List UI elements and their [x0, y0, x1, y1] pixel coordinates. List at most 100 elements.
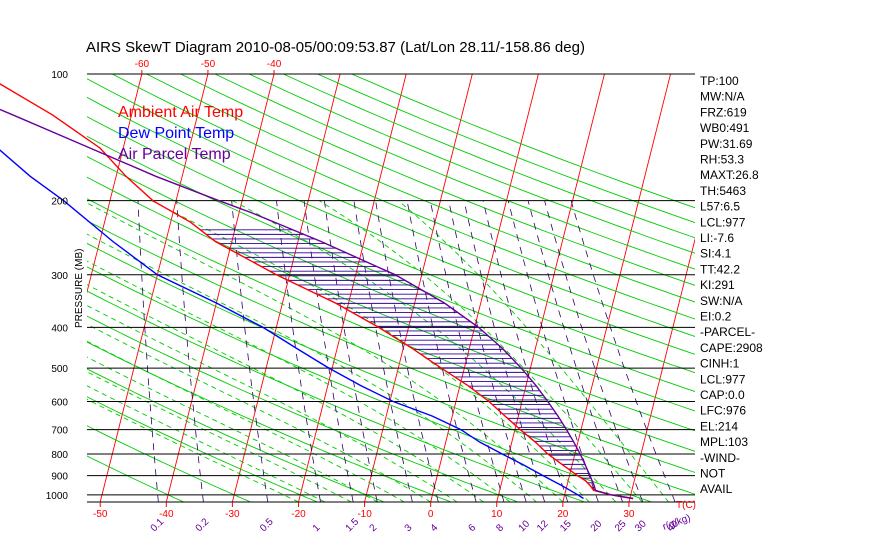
moist-adiabat-line	[87, 260, 511, 502]
pressure-tick-label: 400	[51, 323, 68, 334]
mixing-ratio-label: 0.5	[258, 516, 276, 534]
dry-adiabat-line	[87, 266, 652, 502]
mixing-ratio-label: 30	[633, 518, 649, 534]
mixing-ratio-line	[429, 200, 505, 502]
mixing-ratio-label: 1	[311, 522, 323, 534]
index-value: LCL:977	[700, 215, 746, 229]
dry-adiabat-line	[87, 290, 585, 502]
index-value: KI:291	[700, 278, 735, 292]
index-value: TP:100	[700, 74, 739, 88]
bottom-tick-label: 0	[428, 509, 434, 520]
mixing-ratio-label: 6	[467, 522, 479, 534]
isotherm-line	[165, 74, 275, 502]
moist-adiabat-line	[398, 200, 669, 502]
dry-adiabat-line	[87, 78, 695, 337]
moist-adiabat-line	[87, 233, 537, 502]
dry-adiabat-line	[87, 455, 184, 502]
x-axis-label: T(C)	[676, 500, 696, 511]
index-value: LFC:976	[700, 404, 746, 418]
top-tick-label: -50	[201, 59, 216, 70]
mixing-ratio-line	[527, 200, 623, 502]
pressure-tick-label: 600	[51, 397, 68, 408]
bottom-tick-label: -20	[291, 509, 306, 520]
moist-adiabat-line	[87, 284, 484, 502]
isotherm-line	[298, 74, 407, 502]
bottom-tick-label: 30	[623, 509, 635, 520]
pressure-tick-label: 900	[51, 472, 68, 483]
index-value: -WIND-	[700, 451, 740, 465]
mixing-ratio-label: 0.2	[194, 516, 212, 534]
moist-adiabat-line	[319, 200, 643, 502]
isotherm-line	[496, 74, 605, 502]
dry-adiabat-line	[87, 242, 695, 495]
bottom-tick-label: -30	[225, 509, 240, 520]
dry-adiabat-line	[87, 156, 695, 412]
index-value: LCL:977	[700, 372, 746, 386]
index-value: LI:-7.6	[700, 231, 734, 245]
series-line-1	[0, 149, 584, 500]
cape-area	[200, 229, 595, 488]
isotherm-line	[99, 74, 209, 502]
y-axis-label: PRESSURE (MB)	[74, 249, 85, 328]
legend-entry-0: Ambient Air Temp	[118, 104, 243, 121]
chart-title: AIRS SkewT Diagram 2010-08-05/00:09:53.8…	[86, 39, 585, 56]
series-line-0	[0, 83, 634, 500]
dry-adiabat-line	[87, 396, 318, 502]
mixing-ratio-line	[303, 200, 354, 502]
dry-adiabat-line	[87, 425, 251, 502]
isotherm-line	[0, 74, 76, 502]
isotherm-line	[231, 74, 341, 502]
index-value: EI:0.2	[700, 310, 732, 324]
dry-adiabat-line	[112, 74, 695, 320]
mixing-ratio-label: 12	[535, 518, 551, 534]
dry-adiabat-line	[87, 176, 695, 432]
moist-adiabat-line	[87, 398, 299, 502]
index-value: RH:53.3	[700, 153, 744, 167]
dry-adiabat-line	[87, 368, 385, 502]
dry-adiabat-line	[87, 220, 695, 473]
dry-adiabat-line	[87, 96, 695, 355]
bottom-tick-label: 20	[557, 509, 569, 520]
index-value: MPL:103	[700, 435, 748, 449]
dry-adiabat-line	[87, 315, 518, 502]
series-lines	[0, 83, 634, 500]
dry-adiabat-line	[87, 341, 452, 502]
mixing-ratio-label: 10	[517, 518, 533, 534]
mixing-ratio-label: 15	[558, 518, 574, 534]
mixing-ratio-label: 2	[368, 522, 380, 534]
index-value: TT:42.2	[700, 262, 740, 276]
index-value: PW:31.69	[700, 137, 753, 151]
legend-entry-1: Dew Point Temp	[118, 125, 234, 142]
index-value: EL:214	[700, 419, 738, 433]
index-value: WB0:491	[700, 121, 750, 135]
bottom-tick-label: -50	[93, 509, 108, 520]
dry-adiabat-line	[87, 198, 695, 452]
index-value: FRZ:619	[700, 105, 747, 119]
legend-entry-2: Air Parcel Temp	[118, 146, 231, 163]
series-line-2	[0, 108, 634, 500]
index-value: SW:N/A	[700, 294, 742, 308]
pressure-tick-label: 1000	[46, 491, 69, 502]
index-value: MW:N/A	[700, 90, 744, 104]
mixing-ratio-label: 3	[403, 522, 415, 534]
bottom-tick-label: -40	[159, 509, 174, 520]
dry-adiabat-line	[146, 74, 695, 303]
pressure-tick-label: 200	[51, 197, 68, 208]
mixing-ratio-label: 8	[494, 522, 506, 534]
index-value: AVAIL	[700, 482, 733, 496]
index-value: CINH:1	[700, 357, 740, 371]
index-value: SI:4.1	[700, 247, 732, 261]
dry-adiabat-line	[248, 74, 695, 254]
index-value: NOT	[700, 467, 726, 481]
dry-adiabat-line	[180, 74, 695, 286]
top-tick-label: -60	[135, 59, 150, 70]
mixing-ratio-label: 20	[589, 518, 605, 534]
isotherm-line	[628, 237, 695, 502]
mixing-ratio-line	[448, 200, 527, 502]
index-value: CAPE:2908	[700, 341, 763, 355]
top-tick-label: -40	[267, 59, 282, 70]
pressure-tick-label: 800	[51, 450, 68, 461]
